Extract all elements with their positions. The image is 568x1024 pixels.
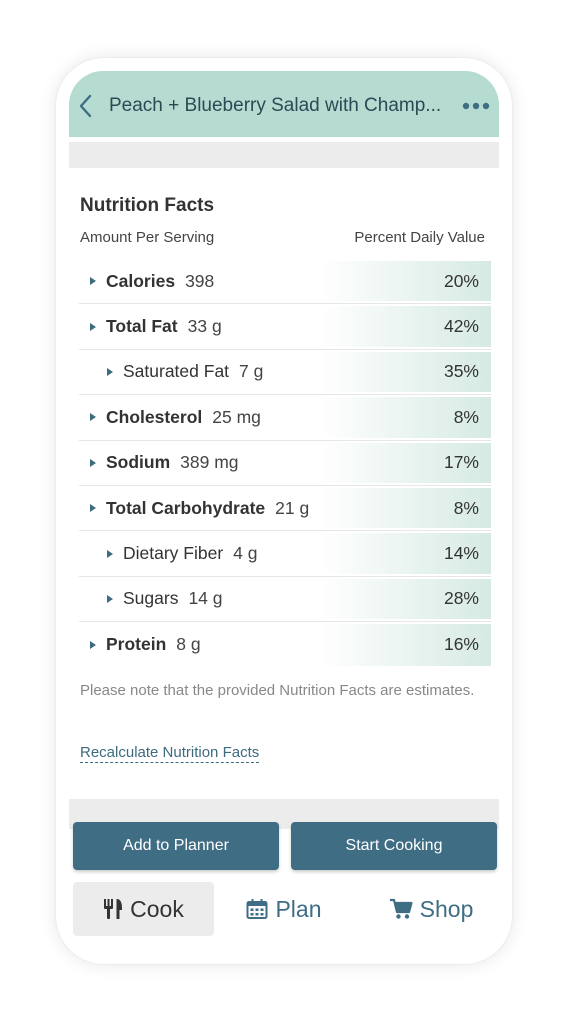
- nutrition-title: Nutrition Facts: [80, 195, 215, 216]
- nutrient-amount: 21 g: [275, 497, 310, 518]
- recipe-title: Peach + Blueberry Salad with Champ...: [109, 95, 442, 116]
- row-shade: [321, 624, 491, 666]
- calendar-icon: [246, 899, 268, 919]
- section-divider: [69, 142, 499, 168]
- nutrient-label: Saturated Fat: [123, 361, 230, 382]
- nutrient-percent: 17%: [443, 452, 479, 473]
- nutrition-table: Calories 398 20% Total Fat 33 g 42% Satu…: [79, 259, 491, 668]
- row-shade: [321, 261, 491, 302]
- expand-triangle-icon[interactable]: [90, 322, 96, 331]
- nutrient-row-calories[interactable]: Calories 398 20%: [79, 259, 491, 305]
- nutrient-label: Cholesterol: [106, 406, 203, 427]
- recalculate-link[interactable]: Recalculate Nutrition Facts: [80, 744, 260, 763]
- nutrient-row-saturated-fat[interactable]: Saturated Fat 7 g 35%: [79, 350, 491, 396]
- nutrient-label: Protein: [106, 634, 167, 655]
- expand-triangle-icon[interactable]: [90, 458, 96, 467]
- recipe-header: Peach + Blueberry Salad with Champ...: [69, 71, 499, 137]
- add-to-planner-button[interactable]: Add to Planner: [73, 822, 279, 870]
- app-screen: Peach + Blueberry Salad with Champ... Nu…: [69, 71, 499, 951]
- expand-triangle-icon[interactable]: [90, 277, 96, 286]
- row-shade: [321, 487, 491, 529]
- start-cooking-button[interactable]: Start Cooking: [291, 822, 497, 870]
- nutrient-label: Sugars: [123, 588, 179, 609]
- nutrient-amount: 25 mg: [212, 406, 261, 427]
- percent-daily-value-label: Percent Daily Value: [354, 229, 485, 246]
- nutrient-percent: 8%: [453, 497, 479, 518]
- nutrient-amount: 7 g: [239, 361, 264, 382]
- nutrient-percent: 14%: [443, 543, 479, 564]
- tab-shop[interactable]: Shop: [369, 882, 493, 936]
- tab-shop-label: Shop: [419, 895, 474, 922]
- row-shade: [321, 533, 491, 574]
- nutrient-amount: 398: [185, 270, 215, 291]
- expand-triangle-icon[interactable]: [107, 549, 113, 558]
- expand-triangle-icon[interactable]: [90, 504, 96, 513]
- expand-triangle-icon[interactable]: [90, 413, 96, 422]
- row-shade: [321, 578, 491, 620]
- nutrient-amount: 389 mg: [180, 452, 239, 473]
- nutrient-amount: 14 g: [188, 588, 223, 609]
- nutrient-row-total-carbohydrate[interactable]: Total Carbohydrate 21 g 8%: [79, 486, 491, 532]
- utensils-icon: [104, 899, 123, 919]
- nutrient-label: Total Carbohydrate: [106, 497, 266, 518]
- nutrient-amount: 33 g: [187, 316, 222, 337]
- estimate-note: Please note that the provided Nutrition …: [80, 682, 475, 699]
- cart-icon: [389, 898, 413, 919]
- nutrient-percent: 20%: [443, 270, 479, 291]
- row-shade: [321, 397, 491, 438]
- tab-plan-label: Plan: [275, 895, 322, 922]
- nutrient-row-sodium[interactable]: Sodium 389 mg 17%: [79, 441, 491, 486]
- row-shade: [321, 306, 491, 347]
- tab-plan[interactable]: Plan: [229, 882, 339, 936]
- bottom-tab-bar: Cook Plan Shop: [69, 879, 499, 939]
- tab-cook[interactable]: Cook: [73, 882, 214, 936]
- nutrient-label: Sodium: [106, 452, 171, 473]
- nutrient-row-total-fat[interactable]: Total Fat 33 g 42%: [79, 304, 491, 350]
- expand-triangle-icon[interactable]: [107, 367, 113, 376]
- chevron-left-icon[interactable]: [75, 93, 97, 119]
- more-horizontal-icon[interactable]: [461, 101, 491, 111]
- nutrient-percent: 35%: [443, 361, 479, 382]
- nutrient-label: Total Fat: [106, 316, 178, 337]
- nutrient-percent: 16%: [443, 634, 479, 655]
- row-shade: [321, 442, 491, 483]
- tab-cook-label: Cook: [130, 895, 184, 922]
- nutrient-row-sugars[interactable]: Sugars 14 g 28%: [79, 577, 491, 623]
- nutrient-percent: 42%: [443, 316, 479, 337]
- nutrient-amount: 4 g: [233, 543, 258, 564]
- nutrient-row-cholesterol[interactable]: Cholesterol 25 mg 8%: [79, 395, 491, 441]
- nutrient-amount: 8 g: [176, 634, 201, 655]
- nutrient-label: Dietary Fiber: [123, 543, 224, 564]
- nutrient-row-protein[interactable]: Protein 8 g 16%: [79, 622, 491, 667]
- amount-per-serving-label: Amount Per Serving: [80, 229, 215, 246]
- nutrient-label: Calories: [106, 270, 176, 291]
- nutrient-percent: 8%: [453, 406, 479, 427]
- expand-triangle-icon[interactable]: [107, 594, 113, 603]
- row-shade: [321, 351, 491, 393]
- expand-triangle-icon[interactable]: [90, 640, 96, 649]
- nutrient-row-dietary-fiber[interactable]: Dietary Fiber 4 g 14%: [79, 531, 491, 577]
- nutrient-percent: 28%: [443, 588, 479, 609]
